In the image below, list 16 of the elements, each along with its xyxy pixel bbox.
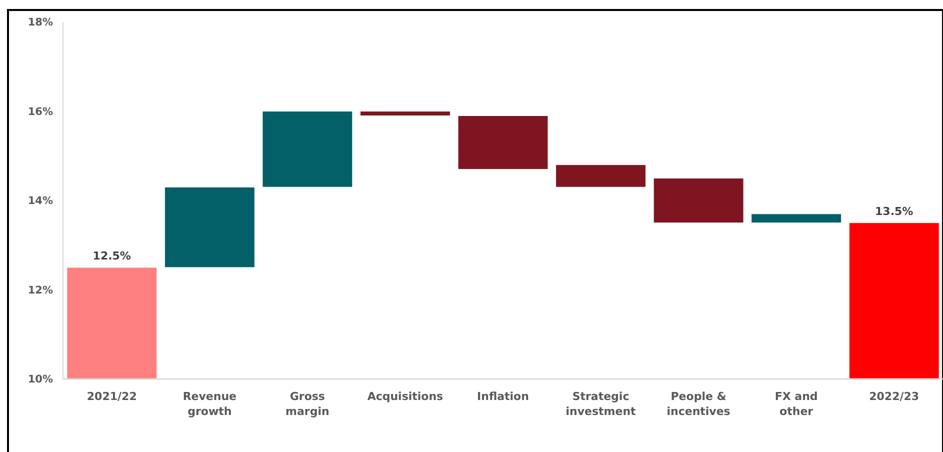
x-tick-label: Strategic investment <box>566 390 636 418</box>
y-tick-label: 18% <box>28 16 54 29</box>
x-tick-label: Revenue growth <box>182 390 237 418</box>
y-tick-label: 16% <box>28 106 54 118</box>
data-label: 12.5% <box>92 249 131 262</box>
y-tick-label: 12% <box>28 284 54 296</box>
x-tick-label: 2021/22 <box>86 390 137 403</box>
x-tick-label: Acquisitions <box>367 390 444 403</box>
x-tick-label: Inflation <box>477 390 529 403</box>
x-tick-label: Gross margin <box>286 390 330 418</box>
x-tick-label: People & incentives <box>666 390 731 418</box>
data-label: 13.5% <box>875 204 914 218</box>
y-tick-label: 10% <box>28 374 54 386</box>
x-tick-label: FX and other <box>774 390 818 418</box>
x-tick-label: 2022/23 <box>869 390 920 403</box>
y-tick-label: 14% <box>28 195 54 208</box>
